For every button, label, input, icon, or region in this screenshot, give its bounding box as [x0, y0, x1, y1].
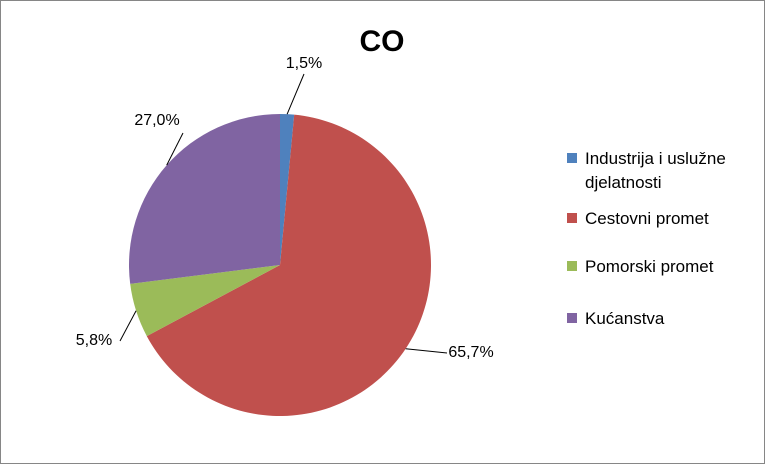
legend-item: Industrija i uslužne djelatnosti	[567, 147, 757, 195]
legend: Industrija i uslužne djelatnosti Cestovni…	[567, 147, 757, 331]
legend-label: Industrija i uslužne djelatnosti	[585, 149, 726, 192]
pie-slice	[129, 114, 280, 284]
legend-swatch	[567, 153, 577, 163]
legend-label: Pomorski promet	[585, 257, 714, 276]
leader-line	[119, 310, 137, 342]
leader-line	[405, 348, 448, 354]
leader-line	[286, 73, 305, 115]
data-label: 5,8%	[76, 332, 112, 349]
legend-label: Kućanstva	[585, 309, 665, 328]
pie-slice	[280, 114, 295, 265]
legend-swatch	[567, 313, 577, 323]
pie-slice	[146, 114, 431, 416]
leader-line	[166, 132, 184, 166]
legend-swatch	[567, 213, 577, 223]
chart-title: CO	[360, 25, 405, 58]
data-label: 65,7%	[448, 344, 493, 361]
legend-swatch	[567, 261, 577, 271]
legend-item: Cestovni promet	[567, 207, 757, 231]
legend-item: Pomorski promet	[567, 255, 757, 279]
legend-label: Cestovni promet	[585, 209, 709, 228]
data-label: 27,0%	[134, 112, 179, 129]
pie-slice	[130, 265, 280, 337]
data-label: 1,5%	[286, 55, 322, 72]
legend-item: Kućanstva	[567, 307, 757, 331]
